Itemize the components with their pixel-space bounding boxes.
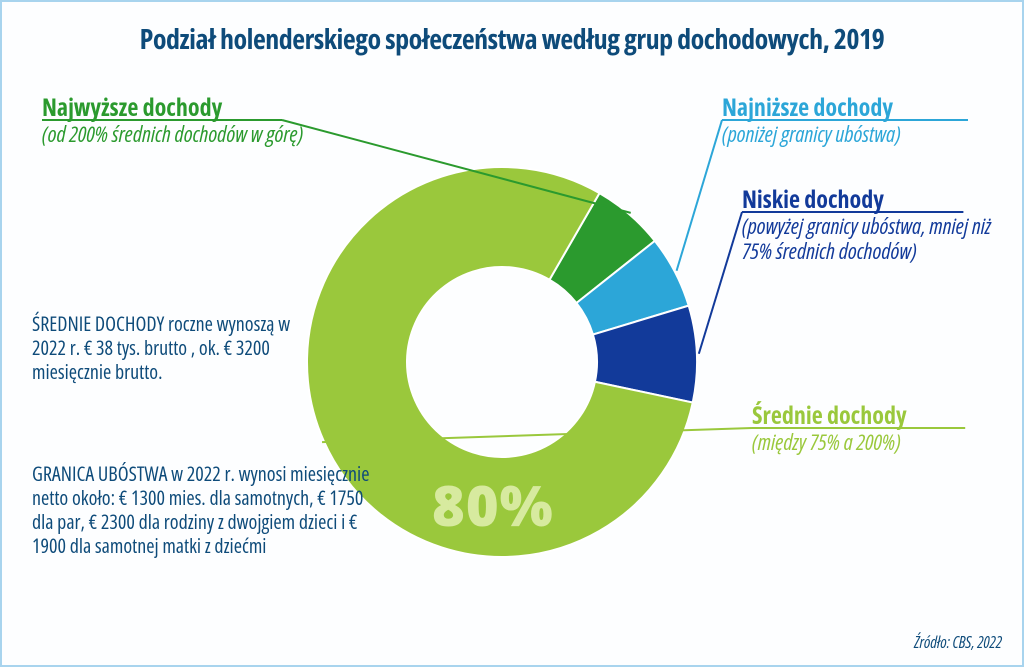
leader-lowest xyxy=(677,120,722,271)
label-highest-header: Najwyższe dochody xyxy=(42,94,312,122)
label-highest: Najwyższe dochody (od 200% średnich doch… xyxy=(42,94,312,147)
label-middle-sub: (między 75% a 200%) xyxy=(752,430,1012,455)
label-lowest: Najniższe dochody (poniżej granicy ubóst… xyxy=(722,94,1022,147)
label-highest-sub: (od 200% średnich dochodów w górę) xyxy=(42,122,312,147)
label-low-header: Niskie dochody xyxy=(742,186,1012,214)
label-low-sub: (powyżej granicy ubóstwa, mniej niż 75% … xyxy=(742,214,1012,265)
label-middle: Średnie dochody (między 75% a 200%) xyxy=(752,402,1012,455)
note-average-income: ŚREDNIE DOCHODY roczne wynoszą w 2022 r.… xyxy=(32,312,292,384)
infographic-canvas: Podział holenderskiego społeczeństwa wed… xyxy=(0,0,1024,667)
label-lowest-sub: (poniżej granicy ubóstwa) xyxy=(722,122,1022,147)
donut-center-percent: 80% xyxy=(432,467,554,543)
note-poverty-line: GRANICA UBÓSTWA w 2022 r. wynosi miesięc… xyxy=(32,462,372,558)
note1-header: ŚREDNIE DOCHODY xyxy=(32,310,164,337)
label-low: Niskie dochody (powyżej granicy ubóstwa,… xyxy=(742,186,1012,264)
note2-header: GRANICA UBÓSTWA w 2022 r. xyxy=(32,460,235,487)
source-text: Źródło: CBS, 2022 xyxy=(914,631,1002,653)
leader-low xyxy=(699,212,742,354)
label-middle-header: Średnie dochody xyxy=(752,402,1012,430)
label-lowest-header: Najniższe dochody xyxy=(722,94,1022,122)
